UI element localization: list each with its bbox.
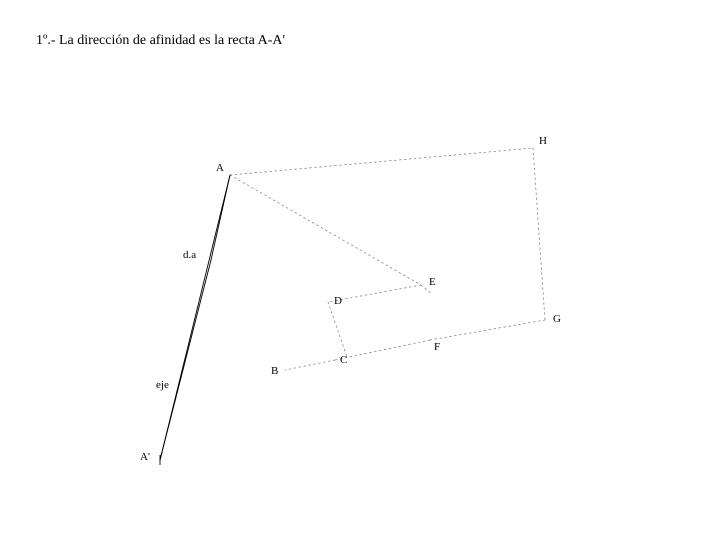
dotted-line-H-G (533, 148, 545, 320)
dotted-line-G-F (430, 320, 545, 340)
point-label-E: E (429, 276, 436, 288)
point-label-G: G (553, 313, 561, 325)
dotted-line-A-H (230, 148, 533, 175)
point-label-D: D (334, 295, 342, 307)
point-label-B: B (271, 365, 278, 377)
solid-line-da_hit-Aprime (160, 260, 211, 460)
point-label-F: F (434, 341, 440, 353)
dotted-line-F-C (335, 340, 430, 360)
point-label-C: C (340, 354, 347, 366)
point-label-Aprime: A' (140, 451, 150, 463)
affinity-diagram (0, 0, 720, 540)
point-label-da_hit: d.a (183, 249, 196, 261)
dotted-line-D-S1 (328, 302, 347, 357)
dotted-line-C-B (285, 360, 335, 370)
point-label-A: A (216, 162, 224, 174)
solid-line-A-eje_hit (192, 175, 230, 330)
point-label-eje_hit: eje (156, 379, 169, 391)
point-label-H: H (539, 135, 547, 147)
solid-line-A-da_hit (211, 175, 230, 260)
dotted-line-A-E (230, 175, 421, 285)
